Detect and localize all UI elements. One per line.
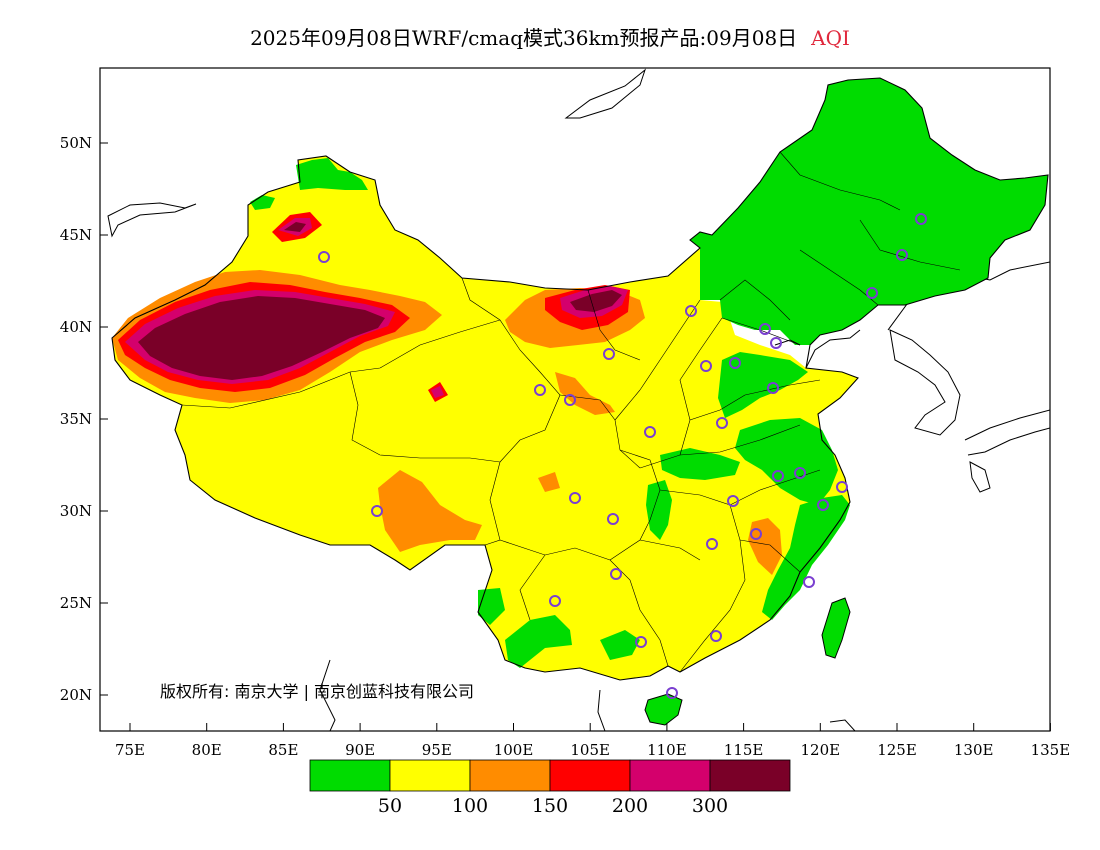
station-markers (318, 213, 927, 699)
station-marker (549, 595, 561, 607)
aqi-zone-hazardous-ningxia (570, 290, 622, 312)
lon-tick-label: 90E (345, 741, 375, 759)
station-marker (603, 348, 615, 360)
lon-tick-label: 85E (268, 741, 298, 759)
station-marker (896, 249, 908, 261)
station-marker (770, 337, 782, 349)
lon-tick-label: 105E (570, 741, 610, 759)
aqi-zone-usg-gansu (555, 372, 615, 415)
station-marker (729, 357, 741, 369)
aqi-zone-good-yunnan-south (505, 615, 572, 668)
lat-tick-label: 45N (60, 226, 92, 244)
aqi-zone-good-northeast (690, 78, 1048, 345)
aqi-zone-hazardous-north-xinjiang (284, 222, 306, 232)
aqi-zone-good-east (718, 352, 808, 418)
station-marker (836, 481, 848, 493)
aqi-zone-good-yunnan-west (478, 588, 505, 625)
lon-tick-label: 115E (724, 741, 764, 759)
aqi-zone-good-southeast (762, 495, 850, 620)
aqi-zone-usg-hubei (748, 518, 782, 575)
station-marker (817, 499, 829, 511)
lon-tick-label: 95E (422, 741, 452, 759)
station-marker (534, 384, 546, 396)
station-marker (767, 382, 779, 394)
station-marker (915, 213, 927, 225)
legend-swatch (549, 759, 631, 792)
station-marker (564, 394, 576, 406)
aqi-zone-good-guizhou (646, 480, 672, 540)
lat-tick-label: 35N (60, 410, 92, 428)
station-marker (318, 251, 330, 263)
station-marker (610, 568, 622, 580)
lon-tick-label: 80E (192, 741, 222, 759)
station-marker (727, 495, 739, 507)
station-marker (866, 287, 878, 299)
lon-tick-label: 130E (954, 741, 994, 759)
lon-tick-label: 75E (115, 741, 145, 759)
aqi-zone-good-north-xinjiang (296, 158, 368, 190)
legend-swatch (469, 759, 551, 792)
latitude-axis: 20N 25N 30N 35N 40N 45N 50N (60, 134, 108, 704)
map-title: 2025年09月08日WRF/cmaq模式36km预报产品:09月08日 AQI (0, 22, 1100, 51)
copyright-text: 版权所有: 南京大学 | 南京创蓝科技有限公司 (160, 682, 474, 701)
station-marker (607, 513, 619, 525)
station-marker (772, 470, 784, 482)
station-marker (794, 467, 806, 479)
legend-swatch (629, 759, 711, 792)
lon-tick-label: 120E (801, 741, 841, 759)
station-marker (700, 360, 712, 372)
station-marker (569, 492, 581, 504)
lon-tick-label: 135E (1031, 741, 1071, 759)
taiwan-border (821, 597, 851, 659)
legend-swatch (709, 759, 791, 792)
station-marker (750, 528, 762, 540)
lat-tick-label: 20N (60, 686, 92, 704)
plot-frame (99, 67, 1051, 732)
legend-swatch (389, 759, 471, 792)
lon-tick-label: 125E (877, 741, 917, 759)
aqi-zone-good-central (660, 448, 740, 480)
aqi-zone-hazardous-tarim (138, 296, 385, 380)
hainan-border (644, 693, 683, 726)
aqi-zone-very-unhealthy-qinghai (431, 386, 444, 398)
lat-tick-label: 25N (60, 594, 92, 612)
legend-label: 300 (692, 795, 728, 817)
aqi-zone-good-altai (250, 195, 275, 210)
station-marker (706, 538, 718, 550)
legend-label: 100 (452, 795, 488, 817)
station-marker (644, 426, 656, 438)
aqi-zone-good-hainan (645, 694, 682, 725)
aqi-zone-good-guangxi (600, 630, 640, 660)
station-marker (716, 417, 728, 429)
lat-tick-label: 50N (60, 134, 92, 152)
china-border (111, 77, 1049, 681)
station-marker (371, 505, 383, 517)
longitude-axis: 75E 80E 85E 90E 95E 100E 105E 110E 115E 120E 125E 1… (115, 723, 1070, 759)
station-marker (666, 687, 678, 699)
lat-tick-label: 40N (60, 318, 92, 336)
station-marker (710, 630, 722, 642)
legend-label: 50 (378, 795, 402, 817)
lat-tick-label: 30N (60, 502, 92, 520)
aqi-zone-usg-tibet (378, 470, 482, 552)
lon-tick-label: 110E (647, 741, 687, 759)
station-marker (803, 576, 815, 588)
legend-swatch (309, 759, 391, 792)
aqi-zone-usg-sichuan (538, 472, 560, 492)
station-marker (759, 323, 771, 335)
title-variable: AQI (811, 26, 850, 50)
legend-label: 200 (612, 795, 648, 817)
province-boundaries (181, 151, 961, 673)
aqi-legend: 50 100 150 200 300 (309, 759, 791, 817)
title-main: 2025年09月08日WRF/cmaq模式36km预报产品:09月08日 (250, 26, 798, 50)
lon-tick-label: 100E (494, 741, 534, 759)
station-marker (685, 305, 697, 317)
station-marker (635, 636, 647, 648)
legend-label: 150 (532, 795, 568, 817)
